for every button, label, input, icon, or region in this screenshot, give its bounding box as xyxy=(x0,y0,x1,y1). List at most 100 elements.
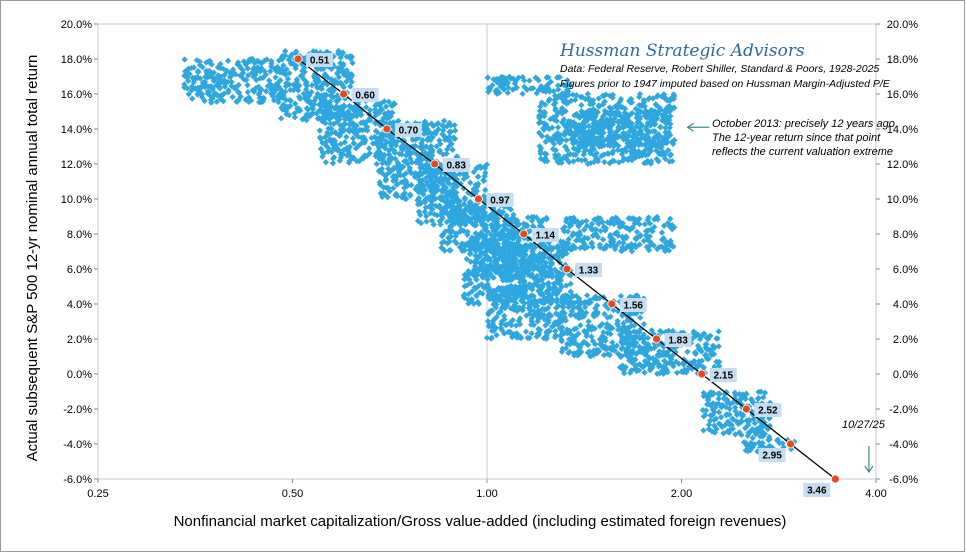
y-tick-label-left: 8.0% xyxy=(67,229,92,241)
scatter-point xyxy=(201,84,209,91)
scatter-point xyxy=(224,78,232,86)
scatter-point xyxy=(245,98,252,106)
y-tick-label-left: -4.0% xyxy=(63,439,92,451)
scatter-point xyxy=(245,72,252,79)
y-tick-label-right: 20.0% xyxy=(887,19,918,31)
y-tick-label-right: 0.0% xyxy=(893,369,918,381)
scatter-point xyxy=(327,135,334,143)
y-tick-label-left: 14.0% xyxy=(61,124,92,136)
scatter-point xyxy=(206,92,214,99)
scatter-point xyxy=(235,88,242,96)
scatter-point xyxy=(244,89,251,96)
fit-label: 1.56 xyxy=(624,301,644,312)
scatter-point xyxy=(193,57,200,64)
scatter-point xyxy=(224,57,232,65)
fit-label: 3.46 xyxy=(807,486,827,497)
scatter-point xyxy=(213,98,220,105)
scatter-point xyxy=(427,210,434,217)
annotation-october-line-1: October 2013: precisely 12 years ago xyxy=(712,118,895,130)
scatter-point xyxy=(223,67,230,74)
fit-label: 0.51 xyxy=(310,56,330,67)
scatter-point xyxy=(422,155,429,162)
scatter-point xyxy=(242,61,249,68)
x-tick-label: 4.00 xyxy=(865,488,886,500)
source-line-2: Figures prior to 1947 imputed based on H… xyxy=(560,78,891,90)
fit-point xyxy=(741,404,751,414)
y-tick-label-left: 18.0% xyxy=(61,54,92,66)
y-tick-label-right: -2.0% xyxy=(889,404,918,416)
fit-label: 2.52 xyxy=(758,406,778,417)
scatter-point xyxy=(433,143,440,150)
annotation-october-line-2: The 12-year return since that point xyxy=(712,132,881,144)
scatter-point xyxy=(250,65,257,72)
y-tick-label-left: 6.0% xyxy=(67,264,92,276)
fit-label: 0.60 xyxy=(355,91,375,102)
scatter-point xyxy=(221,83,229,90)
scatter-point xyxy=(189,95,196,102)
scatter-point xyxy=(220,97,227,105)
scatter-point xyxy=(345,149,352,156)
scatter-point xyxy=(210,77,217,85)
fit-label: 0.70 xyxy=(399,126,419,137)
fit-point xyxy=(697,369,707,379)
fit-label: 1.83 xyxy=(668,336,688,347)
fit-point xyxy=(786,439,795,449)
scatter-point xyxy=(331,143,338,150)
scatter-point xyxy=(189,74,196,81)
y-tick-label-right: 4.0% xyxy=(893,299,918,311)
scatter-point xyxy=(188,87,195,94)
scatter-point xyxy=(197,75,204,82)
y-tick-label-right: 8.0% xyxy=(893,229,918,241)
scatter-point xyxy=(396,150,403,157)
fit-point xyxy=(830,474,840,484)
y-tick-label-left: 0.0% xyxy=(67,369,92,381)
scatter-points xyxy=(181,47,798,456)
scatter-point xyxy=(207,96,215,104)
y-tick-label-left: 4.0% xyxy=(67,299,92,311)
x-axis-title: Nonfinancial market capitalization/Gross… xyxy=(174,513,787,530)
fit-point xyxy=(382,124,392,134)
scatter-point xyxy=(235,81,242,89)
scatter-point xyxy=(204,74,211,81)
x-tick-label: 0.50 xyxy=(282,488,303,500)
fit-point xyxy=(293,54,303,64)
scatter-point xyxy=(188,83,196,90)
scatter-point xyxy=(362,137,369,144)
scatter-point xyxy=(426,128,433,136)
scatter-point xyxy=(190,64,198,71)
scatter-point xyxy=(199,79,207,86)
fit-point xyxy=(519,229,529,239)
y-tick-label-right: 12.0% xyxy=(887,159,918,171)
y-tick-label-left: 16.0% xyxy=(61,89,92,101)
scatter-point xyxy=(206,57,214,65)
scatter-point xyxy=(186,70,193,78)
scatter-point xyxy=(388,130,395,138)
annotation-date: 10/27/25 xyxy=(842,419,886,431)
scatter-point xyxy=(392,155,399,162)
source-line-1: Data: Federal Reserve, Robert Shiller, S… xyxy=(560,63,879,75)
scatter-point xyxy=(184,85,191,92)
fit-point xyxy=(339,89,349,99)
axes: 0.25 0.50 1.00 2.00 4.00 20.0% 20.0% 18.0% 18.0%… xyxy=(61,19,918,500)
scatter-point xyxy=(228,82,235,90)
y-tick-label-left: 10.0% xyxy=(61,194,92,206)
scatter-point xyxy=(238,73,245,80)
fit-point xyxy=(607,299,617,309)
fit-label: 2.15 xyxy=(714,371,734,382)
scatter-point xyxy=(196,61,204,69)
scatter-point xyxy=(181,56,188,63)
y-tick-label-right: 16.0% xyxy=(887,89,918,101)
fit-label: 2.95 xyxy=(762,451,782,462)
scatter-point xyxy=(228,78,235,86)
scatter-point xyxy=(225,88,232,96)
y-tick-label-left: 12.0% xyxy=(61,159,92,171)
y-tick-label-left: -6.0% xyxy=(63,474,92,486)
scatter-point xyxy=(376,155,383,163)
fit-point xyxy=(430,159,440,169)
scatter-point xyxy=(207,83,215,90)
y-tick-label-left: -2.0% xyxy=(63,404,92,416)
y-tick-label-right: 10.0% xyxy=(887,194,918,206)
scatter-point xyxy=(185,91,192,98)
fit-label: 0.97 xyxy=(490,196,510,207)
scatter-point xyxy=(443,150,450,157)
